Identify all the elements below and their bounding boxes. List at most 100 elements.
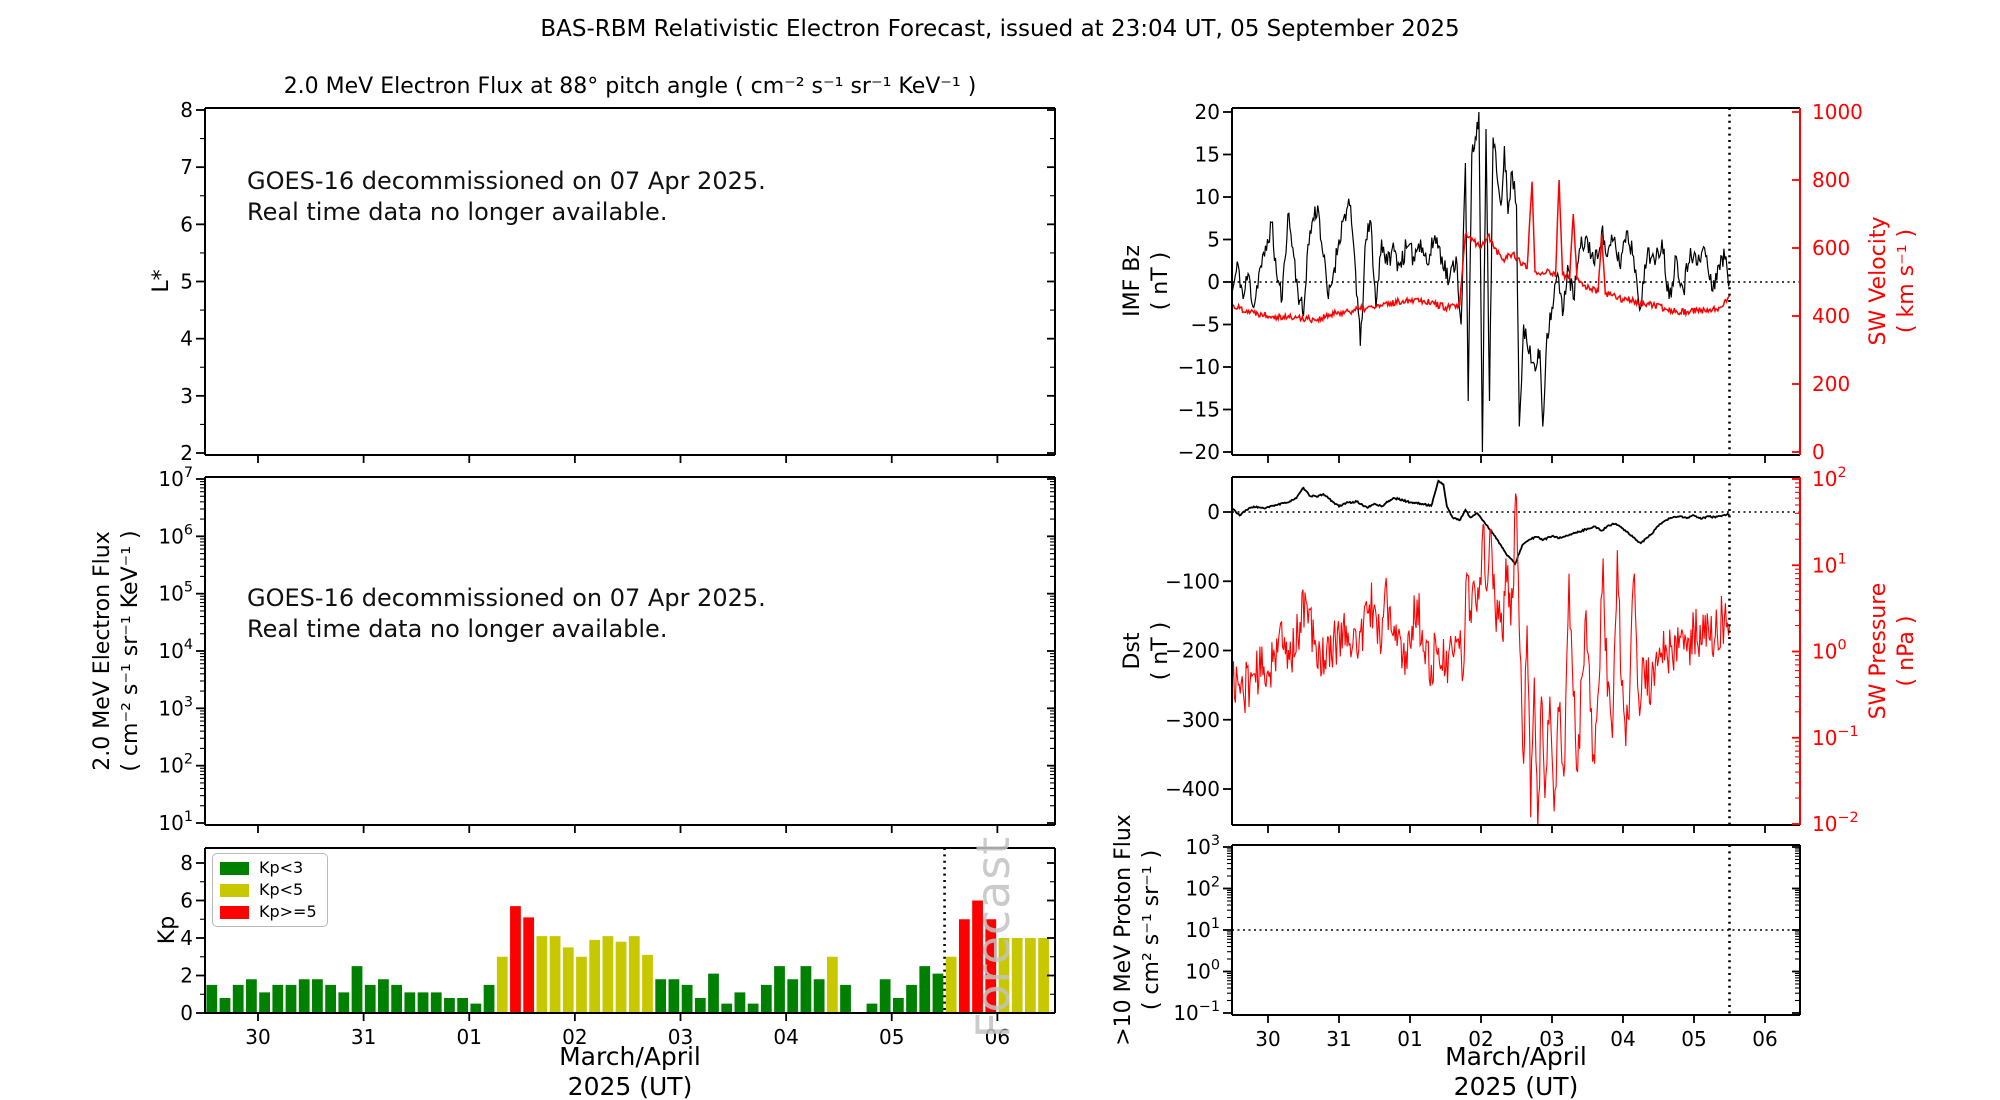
- svg-text:−10: −10: [1178, 355, 1220, 379]
- svg-text:04: 04: [1610, 1027, 1635, 1051]
- svg-text:4: 4: [180, 926, 193, 950]
- svg-text:06: 06: [1752, 1027, 1777, 1051]
- svg-text:100: 100: [1812, 638, 1847, 664]
- svg-text:−15: −15: [1178, 398, 1220, 422]
- svg-text:103: 103: [158, 694, 193, 720]
- svg-text:3: 3: [180, 384, 193, 408]
- svg-text:106: 106: [158, 522, 193, 548]
- svg-text:0: 0: [1207, 270, 1220, 294]
- kp-bar: [232, 984, 244, 1013]
- svg-text:10: 10: [1195, 185, 1220, 209]
- kp-bar: [457, 998, 469, 1013]
- svg-text:−5: −5: [1191, 313, 1220, 337]
- svg-text:04: 04: [773, 1025, 798, 1049]
- kp-bar: [642, 954, 653, 1013]
- svg-text:0: 0: [180, 1001, 193, 1025]
- svg-text:103: 103: [1185, 833, 1220, 859]
- kp-bar: [391, 984, 403, 1013]
- kp-bar: [813, 979, 825, 1013]
- svg-text:30: 30: [245, 1025, 270, 1049]
- kp-bar: [417, 992, 429, 1013]
- kp-bar: [826, 956, 838, 1013]
- goes-note-line1: GOES-16 decommissioned on 07 Apr 2025.: [247, 167, 766, 195]
- panel-proton-plot-area: [1232, 845, 1800, 1015]
- proton-flux-axis-label: >10 MeV Proton Flux ( cm² s⁻¹ sr⁻¹ ): [1111, 814, 1164, 1046]
- series-sw-velocity: [1232, 179, 1731, 324]
- goes-note-line2: Real time data no longer available.: [247, 615, 668, 643]
- sw-pressure-axis-label: SW Pressure ( nPa ): [1866, 582, 1919, 720]
- svg-text:05: 05: [879, 1025, 904, 1049]
- kp-bar: [404, 992, 416, 1013]
- panel-flux_l-axes: 8 7 6 5 4 3 2: [180, 98, 1055, 465]
- electron-flux-axis-label: 2.0 MeV Electron Flux ( cm⁻² s⁻¹ sr⁻¹ Ke…: [90, 530, 143, 772]
- kp-bar: [219, 998, 231, 1013]
- kp-bar: [444, 998, 455, 1013]
- svg-text:102: 102: [1812, 465, 1847, 491]
- kp-bar: [760, 984, 772, 1013]
- kp-bar: [681, 984, 693, 1013]
- kp-bar: [562, 947, 574, 1013]
- series-imf-bz: [1232, 111, 1731, 453]
- kp-bar: [800, 966, 812, 1013]
- kp-ge5-swatch: [220, 905, 249, 919]
- svg-text:03: 03: [1539, 1027, 1564, 1051]
- svg-text:−20: −20: [1178, 440, 1220, 464]
- svg-text:10−1: 10−1: [1812, 724, 1859, 750]
- kp-bar: [378, 979, 389, 1013]
- kp-bar: [906, 984, 917, 1013]
- kp-bar: [787, 979, 799, 1013]
- legend-item-kp-lt5: Kp<5: [220, 881, 317, 899]
- panel-flux-axes: 107 106 105 104 103 102 101: [158, 465, 1055, 835]
- svg-text:107: 107: [158, 465, 193, 491]
- svg-text:−100: −100: [1165, 569, 1220, 593]
- kp-bar: [510, 906, 521, 1013]
- kp-bar: [615, 941, 627, 1013]
- kp-bar: [932, 973, 944, 1013]
- kp-bar: [259, 992, 270, 1013]
- kp-bar: [945, 956, 957, 1013]
- svg-text:105: 105: [158, 580, 193, 606]
- kp-bar: [364, 984, 376, 1013]
- kp-bar: [1038, 938, 1049, 1013]
- kp-bar: [285, 984, 297, 1013]
- svg-text:8: 8: [180, 851, 193, 875]
- svg-text:31: 31: [1326, 1027, 1351, 1051]
- legend-item-kp-ge5: Kp>=5: [220, 903, 317, 921]
- svg-text:0: 0: [1207, 500, 1220, 524]
- svg-text:30: 30: [1255, 1027, 1280, 1051]
- kp-bar: [1024, 938, 1036, 1013]
- kp-bar: [1011, 938, 1023, 1013]
- figure-title: BAS-RBM Relativistic Electron Forecast, …: [540, 16, 1460, 42]
- svg-text:5: 5: [180, 270, 193, 294]
- kp-bar: [272, 984, 284, 1013]
- svg-text:101: 101: [1185, 916, 1220, 942]
- kp-bar: [866, 1003, 878, 1013]
- svg-text:20: 20: [1195, 100, 1220, 124]
- kp-bar: [840, 984, 851, 1013]
- svg-text:600: 600: [1812, 236, 1850, 260]
- goes-note-line2: Real time data no longer available.: [247, 198, 668, 226]
- kp-bar: [338, 992, 350, 1013]
- svg-text:400: 400: [1812, 304, 1850, 328]
- svg-text:02: 02: [562, 1025, 587, 1049]
- xaxis-caption-left: March/April 2025 (UT): [559, 1042, 701, 1100]
- svg-text:01: 01: [1397, 1027, 1422, 1051]
- imf-bz-axis-label: IMF Bz ( nT ): [1120, 245, 1173, 317]
- kp-bar: [602, 936, 614, 1013]
- kp-bar: [523, 917, 535, 1013]
- goes-note-top: GOES-16 decommissioned on 07 Apr 2025. R…: [247, 166, 766, 228]
- svg-text:15: 15: [1195, 143, 1220, 167]
- svg-text:−300: −300: [1165, 708, 1220, 732]
- kp-bar: [998, 938, 1010, 1013]
- kp-legend: Kp<3 Kp<5 Kp>=5: [212, 853, 328, 927]
- svg-text:8: 8: [180, 98, 193, 122]
- svg-text:102: 102: [1185, 875, 1220, 901]
- kp-bar: [972, 900, 983, 1013]
- goes-note-line1: GOES-16 decommissioned on 07 Apr 2025.: [247, 584, 766, 612]
- kp-bar: [694, 998, 706, 1013]
- kp-bar: [628, 936, 640, 1013]
- kp-bar: [747, 1003, 759, 1013]
- legend-item-kp-lt3: Kp<3: [220, 859, 317, 877]
- kp-axis-label: Kp: [155, 915, 180, 945]
